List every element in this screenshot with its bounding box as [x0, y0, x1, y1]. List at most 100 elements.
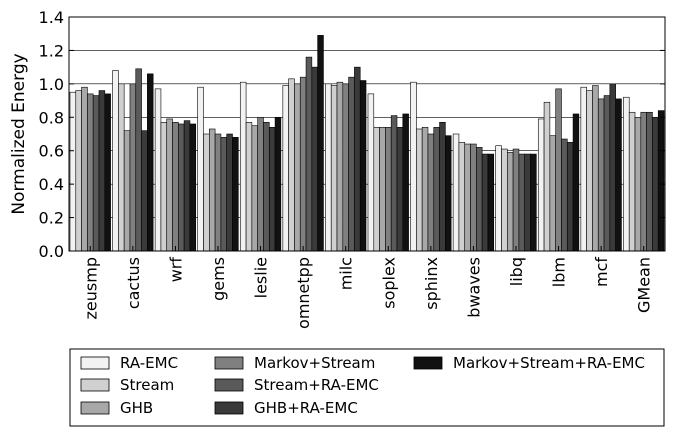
x-tick-label: wrf	[166, 257, 185, 283]
bar-mcf-7	[615, 98, 622, 252]
legend-swatch	[413, 356, 443, 370]
bar-leslie-7	[274, 116, 282, 252]
bar-milc-3	[336, 81, 344, 252]
bar-soplex-7	[402, 113, 409, 252]
x-tick-label: omnetpp	[294, 257, 313, 329]
bar-cactus-3	[123, 130, 131, 252]
bar-libq-1	[495, 145, 502, 252]
bar-milc-2	[330, 85, 338, 252]
bar-gems-3	[209, 128, 216, 252]
bar-GMean-4	[640, 111, 647, 252]
x-tick-label: lbm	[550, 257, 569, 287]
bar-libq-7	[530, 153, 537, 252]
x-tick-label: sphinx	[422, 257, 441, 310]
bar-omnetpp-5	[305, 56, 313, 252]
bar-zeusmp-4	[87, 93, 94, 252]
y-tick-label: 0.8	[39, 108, 64, 127]
x-axis: zeusmp cactus wrf gems leslie omnetpp milc sopl…	[81, 246, 654, 329]
y-tick-label: 0.0	[39, 242, 64, 261]
bar-cactus-1	[112, 70, 119, 252]
bar-lbm-1	[537, 118, 545, 252]
bar-milc-5	[348, 76, 355, 252]
bar-lbm-5	[561, 138, 568, 252]
bar-zeusmp-3	[81, 86, 88, 252]
bar-bwaves-2	[458, 142, 466, 252]
bar-libq-5	[518, 153, 526, 252]
bar-lbm-4	[555, 88, 562, 252]
legend-label: Stream+RA-EMC	[254, 376, 379, 394]
x-tick-label: leslie	[252, 257, 271, 298]
bar-wrf-7	[189, 123, 197, 252]
bar-sphinx-2	[416, 128, 423, 252]
bar-sphinx-7	[445, 135, 452, 252]
bar-GMean-3	[634, 116, 642, 252]
bar-sphinx-1	[410, 81, 417, 252]
bar-cactus-4	[129, 83, 137, 252]
bar-libq-3	[506, 152, 514, 252]
y-tick-label: 0.4	[39, 175, 64, 194]
bar-soplex-5	[390, 115, 398, 252]
bar-leslie-3	[251, 125, 258, 252]
bar-soplex-6	[396, 127, 404, 252]
bar-wrf-6	[183, 120, 191, 252]
bar-GMean-5	[646, 111, 653, 252]
bar-sphinx-5	[433, 127, 440, 252]
legend-label: Markov+Stream+RA-EMC	[453, 354, 645, 372]
x-tick-label: mcf	[592, 257, 611, 287]
bar-sphinx-4	[427, 133, 435, 252]
bar-omnetpp-7	[317, 35, 324, 252]
bar-omnetpp-4	[299, 76, 307, 252]
legend-label: GHB+RA-EMC	[254, 399, 358, 417]
x-tick-label: cactus	[124, 257, 143, 309]
bar-cactus-2	[118, 83, 125, 252]
bar-wrf-5	[178, 123, 185, 252]
bar-soplex-3	[379, 127, 386, 252]
bar-GMean-1	[623, 96, 630, 252]
x-tick-label: zeusmp	[81, 257, 100, 319]
bar-libq-2	[501, 148, 508, 252]
bar-libq-4	[512, 148, 520, 252]
bar-libq-6	[524, 153, 531, 252]
bar-zeusmp-7	[104, 93, 111, 252]
bar-mcf-5	[603, 95, 611, 252]
bar-gems-5	[220, 137, 227, 252]
bar-leslie-4	[257, 116, 264, 252]
bar-bwaves-3	[464, 143, 471, 252]
bar-leslie-5	[263, 122, 270, 252]
bar-bwaves-5	[476, 147, 483, 252]
bar-milc-7	[359, 80, 367, 252]
bar-sphinx-6	[439, 122, 446, 252]
legend-label: RA-EMC	[120, 354, 178, 372]
bar-lbm-3	[549, 135, 556, 252]
bar-wrf-1	[154, 88, 162, 252]
legend-swatch	[80, 378, 110, 392]
bar-soplex-4	[385, 127, 392, 252]
bar-zeusmp-1	[69, 91, 77, 252]
bar-gems-1	[197, 86, 204, 252]
bar-milc-1	[325, 83, 332, 252]
bar-wrf-3	[166, 118, 173, 252]
bar-sphinx-3	[421, 127, 429, 252]
bar-GMean-6	[652, 116, 659, 252]
bar-zeusmp-2	[75, 90, 82, 252]
bar-gems-4	[214, 133, 222, 252]
legend-label: Stream	[120, 376, 174, 394]
bar-milc-4	[342, 83, 349, 252]
bar-gems-2	[203, 133, 210, 252]
y-axis: 0.0 0.2 0.4 0.6 0.8 1.0 1.2 1.4	[39, 8, 665, 261]
y-tick-label: 1.2	[39, 41, 64, 60]
legend-box	[69, 348, 665, 427]
bar-lbm-2	[543, 101, 551, 252]
bar-zeusmp-6	[98, 90, 106, 252]
bar-wrf-2	[160, 122, 168, 252]
legend-label: GHB	[120, 399, 153, 417]
x-tick-label: soplex	[379, 257, 398, 309]
bar-mcf-4	[597, 98, 605, 252]
legend-swatch	[80, 356, 110, 370]
bar-cactus-6	[141, 130, 148, 252]
legend-swatch	[214, 401, 244, 415]
bar-mcf-3	[592, 85, 599, 252]
bar-GMean-7	[657, 110, 665, 252]
bar-omnetpp-2	[288, 78, 295, 252]
